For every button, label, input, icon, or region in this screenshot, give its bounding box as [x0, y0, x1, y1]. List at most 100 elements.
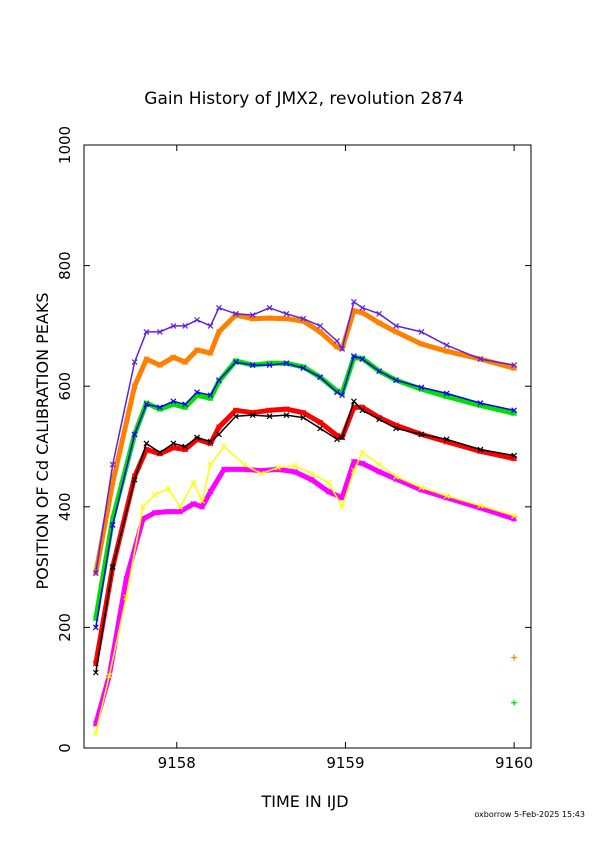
data-point — [170, 322, 177, 329]
data-point — [216, 329, 222, 335]
data-point — [334, 436, 340, 443]
data-point — [109, 461, 116, 468]
data-point — [232, 310, 239, 317]
data-point — [376, 416, 383, 423]
data-point — [511, 512, 518, 519]
data-point — [190, 479, 197, 486]
data-point — [443, 342, 450, 349]
plot-marks — [92, 298, 518, 736]
data-point — [283, 406, 290, 413]
data-point — [123, 594, 130, 601]
series-4 — [92, 298, 518, 577]
data-point — [443, 436, 450, 443]
data-point — [443, 390, 450, 397]
data-point — [300, 315, 307, 322]
data-point — [359, 449, 366, 456]
data-point — [266, 304, 273, 311]
data-point — [317, 329, 324, 335]
data-point — [143, 440, 150, 447]
y-tick-label: 600 — [56, 372, 74, 401]
data-point — [249, 362, 256, 369]
y-tick-label: 400 — [56, 492, 74, 521]
data-point — [339, 503, 346, 510]
data-point — [317, 322, 324, 329]
data-point — [291, 462, 298, 469]
data-point — [182, 401, 189, 408]
footer-timestamp: oxborrow 5-Feb-2025 15:43 — [474, 810, 585, 819]
data-point — [376, 310, 383, 317]
data-point — [109, 564, 116, 571]
y-tick-label: 200 — [56, 613, 74, 642]
series-8 — [511, 654, 518, 661]
data-point — [317, 425, 324, 432]
data-point — [283, 310, 290, 317]
data-point — [418, 341, 425, 347]
data-point — [207, 322, 214, 329]
data-point — [182, 359, 189, 366]
data-point — [140, 503, 146, 510]
series-9 — [511, 699, 518, 706]
data-point — [376, 368, 383, 375]
data-point — [511, 362, 518, 369]
x-axis-label: TIME IN IJD — [260, 792, 348, 811]
data-point — [339, 345, 346, 352]
data-point — [143, 329, 150, 335]
series-6 — [92, 398, 518, 676]
data-point — [359, 309, 366, 316]
y-tick-label: 1000 — [56, 126, 74, 164]
data-point — [216, 377, 222, 384]
data-point — [131, 431, 138, 438]
data-point — [249, 312, 256, 318]
data-point — [241, 461, 248, 468]
data-point — [418, 384, 425, 391]
data-point — [92, 624, 99, 631]
series-2 — [92, 404, 518, 667]
data-point — [376, 461, 383, 468]
plot-frame — [83, 144, 532, 749]
series-5 — [92, 353, 518, 631]
data-point — [156, 362, 163, 369]
data-point — [232, 407, 239, 414]
data-point — [325, 488, 332, 495]
data-point — [275, 464, 281, 471]
x-tick-label: 9158 — [158, 754, 196, 772]
data-point — [266, 315, 273, 321]
data-point — [109, 479, 116, 486]
data-point — [266, 413, 273, 420]
data-point — [418, 431, 425, 438]
data-point — [151, 491, 158, 498]
data-point — [182, 443, 189, 450]
data-point — [283, 412, 290, 419]
data-point — [359, 356, 366, 362]
data-point — [207, 350, 214, 356]
data-point — [194, 389, 200, 396]
data-point — [334, 338, 340, 344]
data-point — [376, 468, 383, 475]
data-point — [477, 400, 484, 407]
data-point — [151, 509, 158, 516]
data-point — [393, 473, 399, 480]
data-point — [182, 322, 189, 329]
data-point — [232, 359, 239, 366]
data-point — [165, 485, 172, 492]
data-point — [106, 672, 113, 679]
data-point — [194, 347, 200, 353]
series-line — [95, 355, 515, 629]
data-point — [283, 360, 290, 367]
data-point — [325, 479, 332, 486]
data-point — [266, 407, 273, 414]
data-point — [177, 508, 184, 515]
data-point — [418, 329, 425, 335]
data-point — [393, 425, 399, 432]
data-point — [194, 316, 200, 323]
data-point — [393, 377, 399, 384]
data-point — [216, 431, 222, 438]
data-point — [300, 365, 307, 372]
data-point — [92, 669, 99, 676]
data-point — [443, 493, 450, 499]
data-point — [359, 304, 366, 311]
data-point — [170, 444, 177, 451]
data-point — [291, 468, 298, 475]
data-point — [207, 461, 214, 468]
data-point — [350, 398, 357, 405]
